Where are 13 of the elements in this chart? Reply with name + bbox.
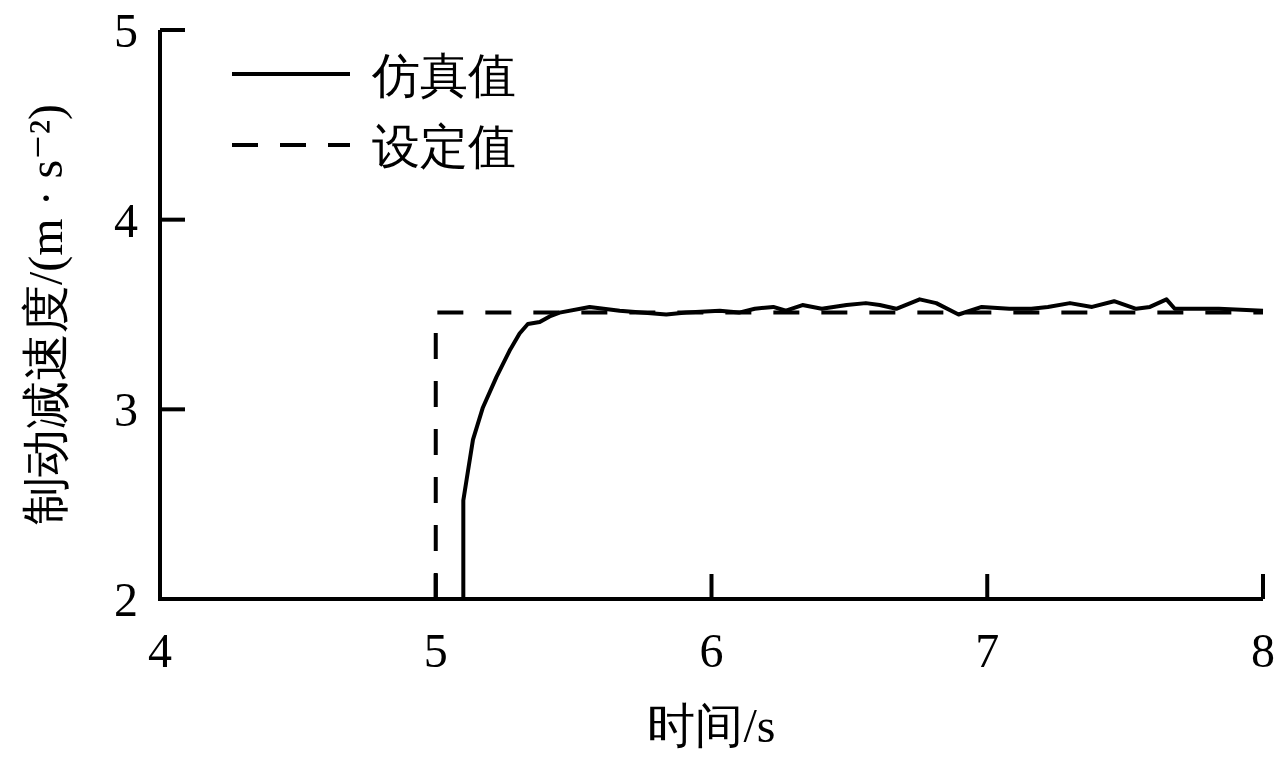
y-tick-label: 4 <box>114 193 138 247</box>
legend-label: 仿真值 <box>372 49 516 102</box>
x-tick-label: 4 <box>148 624 172 677</box>
y-axis-title: 制动减速度/(m · s⁻²) <box>19 104 72 525</box>
x-axis-title: 时间/s <box>647 699 776 752</box>
x-tick-label: 8 <box>1251 624 1275 677</box>
x-tick-label: 5 <box>423 624 448 677</box>
y-tick-label: 5 <box>114 4 138 57</box>
x-tick-label: 7 <box>975 624 1000 677</box>
y-tick-label: 3 <box>114 383 138 437</box>
y-tick-label: 2 <box>114 573 138 626</box>
legend-label: 设定值 <box>372 120 516 173</box>
x-tick-label: 6 <box>699 624 724 677</box>
